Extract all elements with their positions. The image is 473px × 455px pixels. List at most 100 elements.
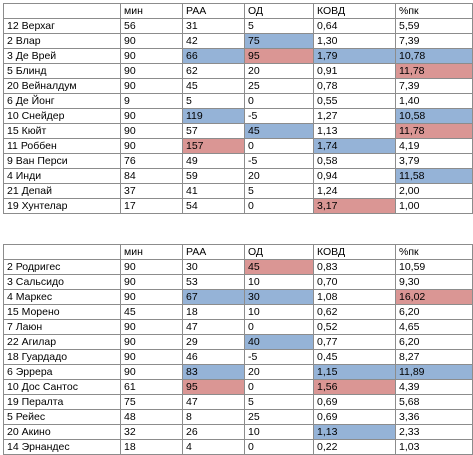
player-name-cell: 3 Сальсидо bbox=[3, 274, 121, 290]
stat-cell: 1,24 bbox=[313, 183, 396, 199]
table-row: 15 Кюйт 90 57 45 1,13 11,78 bbox=[3, 123, 473, 139]
table-row: 10 Дос Сантос 61 95 0 1,56 4,39 bbox=[3, 379, 473, 395]
table-row: 20 Акино 32 26 10 1,13 2,33 bbox=[3, 424, 473, 440]
stat-cell: -5 bbox=[244, 108, 314, 124]
table-row: 2 Влар 90 42 75 1,30 7,39 bbox=[3, 33, 473, 49]
stat-cell: 45 bbox=[244, 123, 314, 139]
player-name-cell: 22 Агилар bbox=[3, 334, 121, 350]
table-row: 19 Хунтелар 17 54 0 3,17 1,00 bbox=[3, 198, 473, 214]
table-row: 2 Родригес 90 30 45 0,83 10,59 bbox=[3, 259, 473, 275]
stat-cell: 0,22 bbox=[313, 439, 396, 455]
stat-cell: 75 bbox=[120, 394, 183, 410]
table-body: мин PAA ОД КОВД %пк 12 Верхаг 56 31 5 0,64 5,59 2 В… bbox=[3, 3, 473, 214]
table-row: 20 Вейналдум 90 45 25 0,78 7,39 bbox=[3, 78, 473, 94]
stat-cell: 1,74 bbox=[313, 138, 396, 154]
stat-cell: 16,02 bbox=[395, 289, 473, 305]
header-row: мин PAA ОД КОВД %пк bbox=[3, 3, 473, 19]
stat-cell: 30 bbox=[182, 259, 245, 275]
stat-cell: 0 bbox=[244, 439, 314, 455]
stat-cell: 90 bbox=[120, 274, 183, 290]
stat-cell: 18 bbox=[182, 304, 245, 320]
stat-cell: 11,78 bbox=[395, 63, 473, 79]
table-row: 4 Инди 84 59 20 0,94 11,58 bbox=[3, 168, 473, 184]
column-header: мин bbox=[120, 3, 183, 19]
column-header: %пк bbox=[395, 3, 473, 19]
player-name-cell: 21 Депай bbox=[3, 183, 121, 199]
stat-cell: 157 bbox=[182, 138, 245, 154]
stat-cell: 0,62 bbox=[313, 304, 396, 320]
player-name-cell: 2 Влар bbox=[3, 33, 121, 49]
stat-cell: -5 bbox=[244, 153, 314, 169]
column-header: PAA bbox=[182, 3, 245, 19]
header-row: мин PAA ОД КОВД %пк bbox=[3, 244, 473, 260]
stat-cell: 7,39 bbox=[395, 78, 473, 94]
stat-cell: 90 bbox=[120, 78, 183, 94]
stat-cell: 57 bbox=[182, 123, 245, 139]
player-name-cell: 2 Родригес bbox=[3, 259, 121, 275]
stat-cell: 3,36 bbox=[395, 409, 473, 425]
stat-cell: 37 bbox=[120, 183, 183, 199]
stat-cell: 90 bbox=[120, 138, 183, 154]
stat-cell: 45 bbox=[182, 78, 245, 94]
stat-cell: 10 bbox=[244, 304, 314, 320]
player-name-cell: 19 Пералта bbox=[3, 394, 121, 410]
player-name-cell: 9 Ван Перси bbox=[3, 153, 121, 169]
stat-cell: 0,45 bbox=[313, 349, 396, 365]
table-row: 7 Лаюн 90 47 0 0,52 4,65 bbox=[3, 319, 473, 335]
table-row: 9 Ван Перси 76 49 -5 0,58 3,79 bbox=[3, 153, 473, 169]
stat-cell: 90 bbox=[120, 259, 183, 275]
table-row: 14 Эрнандес 18 4 0 0,22 1,03 bbox=[3, 439, 473, 455]
stat-cell: 0 bbox=[244, 379, 314, 395]
table-row: 12 Верхаг 56 31 5 0,64 5,59 bbox=[3, 18, 473, 34]
stat-cell: 5 bbox=[182, 93, 245, 109]
stat-cell: 0 bbox=[244, 138, 314, 154]
stat-cell: 0,52 bbox=[313, 319, 396, 335]
stat-cell: 0 bbox=[244, 319, 314, 335]
player-name-cell: 5 Рейес bbox=[3, 409, 121, 425]
stat-cell: 3,79 bbox=[395, 153, 473, 169]
table-row: 3 Сальсидо 90 53 10 0,70 9,30 bbox=[3, 274, 473, 290]
stat-cell: 1,03 bbox=[395, 439, 473, 455]
stat-cell: 90 bbox=[120, 334, 183, 350]
player-name-cell: 20 Акино bbox=[3, 424, 121, 440]
player-name-cell: 6 Эррера bbox=[3, 364, 121, 380]
stat-cell: 95 bbox=[182, 379, 245, 395]
column-header bbox=[3, 3, 121, 19]
stat-cell: 8,27 bbox=[395, 349, 473, 365]
stat-cell: 20 bbox=[244, 364, 314, 380]
stat-cell: 41 bbox=[182, 183, 245, 199]
stat-cell: 10,78 bbox=[395, 48, 473, 64]
stat-cell: 11,58 bbox=[395, 168, 473, 184]
stat-cell: 0,69 bbox=[313, 394, 396, 410]
stat-cell: 66 bbox=[182, 48, 245, 64]
stats-table-mexico: мин PAA ОД КОВД %пк 2 Родригес 90 30 45 0,83 10,59… bbox=[3, 244, 473, 455]
player-name-cell: 11 Роббен bbox=[3, 138, 121, 154]
stat-cell: 6,20 bbox=[395, 334, 473, 350]
stat-cell: 20 bbox=[244, 63, 314, 79]
stat-cell: 9,30 bbox=[395, 274, 473, 290]
stat-cell: 0,70 bbox=[313, 274, 396, 290]
stat-cell: 90 bbox=[120, 349, 183, 365]
stat-cell: 0,58 bbox=[313, 153, 396, 169]
column-header: PAA bbox=[182, 244, 245, 260]
stat-cell: 1,27 bbox=[313, 108, 396, 124]
player-name-cell: 10 Снейдер bbox=[3, 108, 121, 124]
stat-cell: 47 bbox=[182, 394, 245, 410]
stat-cell: 42 bbox=[182, 33, 245, 49]
stat-cell: 45 bbox=[120, 304, 183, 320]
stat-cell: 119 bbox=[182, 108, 245, 124]
player-name-cell: 7 Лаюн bbox=[3, 319, 121, 335]
stat-cell: 5 bbox=[244, 18, 314, 34]
stat-cell: 1,13 bbox=[313, 424, 396, 440]
stat-cell: 53 bbox=[182, 274, 245, 290]
stat-cell: 5 bbox=[244, 183, 314, 199]
stat-cell: 5,68 bbox=[395, 394, 473, 410]
player-name-cell: 3 Де Врей bbox=[3, 48, 121, 64]
stat-cell: 46 bbox=[182, 349, 245, 365]
stat-cell: 2,33 bbox=[395, 424, 473, 440]
player-name-cell: 12 Верхаг bbox=[3, 18, 121, 34]
stat-cell: 1,79 bbox=[313, 48, 396, 64]
stat-cell: 0 bbox=[244, 198, 314, 214]
stat-cell: 0,91 bbox=[313, 63, 396, 79]
stat-cell: 3,17 bbox=[313, 198, 396, 214]
